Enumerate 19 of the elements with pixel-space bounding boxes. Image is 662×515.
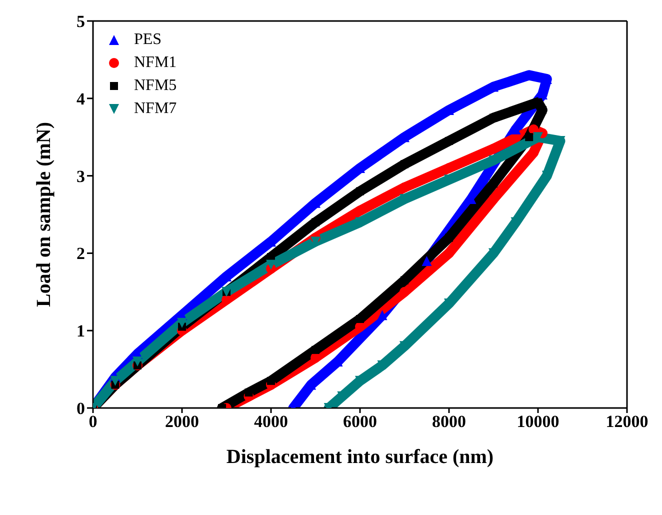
x-tick-label: 4000: [254, 412, 288, 432]
x-tick-label: 10000: [516, 412, 560, 432]
legend-label: PES: [134, 30, 162, 48]
y-tick-label: 3: [76, 166, 85, 186]
legend-label: NFM7: [134, 100, 177, 118]
y-tick-label: 2: [76, 244, 85, 264]
x-tick-label: 0: [88, 412, 98, 432]
x-tick-label: 12000: [606, 412, 648, 432]
y-tick-label: 5: [76, 12, 85, 32]
x-tick-label: 6000: [343, 412, 377, 432]
x-tick-label: 8000: [432, 412, 466, 432]
legend-label: NFM1: [134, 54, 177, 72]
y-tick-label: 0: [76, 399, 85, 418]
y-axis-title: Load on sample (mN): [33, 122, 56, 308]
y-tick-label: 1: [76, 322, 85, 341]
x-axis-title: Displacement into surface (nm): [226, 446, 494, 468]
y-tick-label: 4: [76, 89, 86, 108]
legend-label: NFM5: [134, 76, 177, 94]
x-tick-label: 2000: [165, 412, 199, 432]
